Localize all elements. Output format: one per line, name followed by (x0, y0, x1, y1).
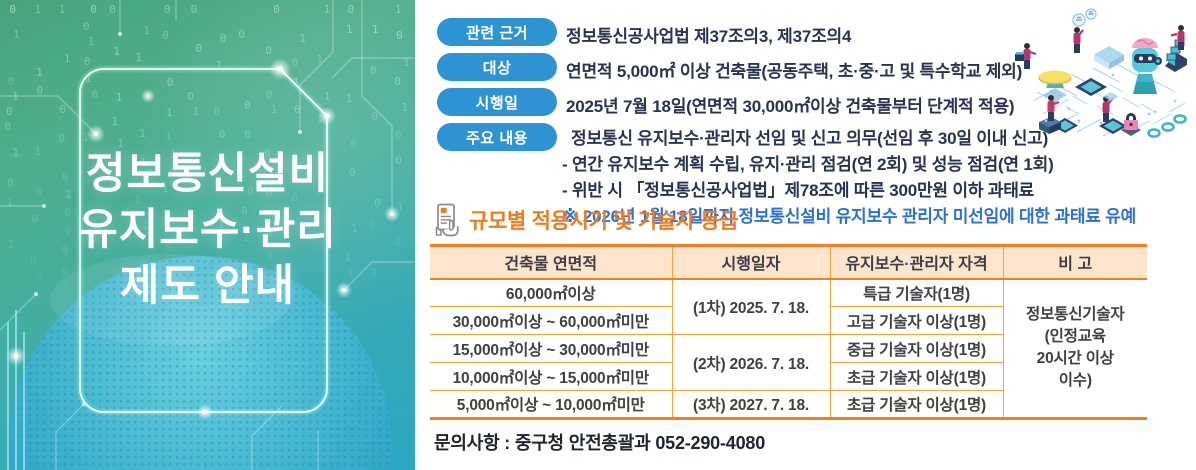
main-line: - 위반 시 「정보통신공사업법」제78조에 따른 300만원 이하 과태료 (562, 181, 1035, 200)
circuit-traces (0, 0, 415, 470)
panel-title-line: 유지보수·관리 (78, 206, 337, 254)
info-label-pill: 주요 내용 (437, 123, 557, 151)
header-date: 시행일자 (671, 244, 830, 280)
info-label-pill: 관련 근거 (437, 18, 557, 46)
info-row-main-content: 주요 내용 정보통신 유지보수·관리자 선임 및 신고 의무(선임 후 30일 … (437, 123, 1136, 230)
chip-icon (1052, 46, 1127, 134)
robot-icon (1132, 38, 1162, 94)
chat-bubbles-icon (1072, 8, 1097, 27)
sim-card-outline (76, 65, 331, 416)
section-header: 규모별 적용시기 및 기술자 등급 (430, 203, 739, 237)
document-hand-icon (435, 203, 459, 237)
data-bowl-icon (1038, 70, 1072, 102)
remark-line: (인정교육 (1044, 328, 1106, 346)
table-row: 15,000㎡이상 ~ 30,000㎡미만 (2차) 2026. 7. 18. … (430, 334, 1147, 391)
remark-line: 정보통신기술자 (1026, 306, 1125, 324)
header-remark: 비 고 (1002, 244, 1147, 280)
section-title: 규모별 적용시기 및 기술자 등급 (469, 210, 739, 233)
remark-line: 이수) (1058, 372, 1092, 390)
cell-area: 30,000㎡이상 ~ 60,000㎡미만 (430, 306, 672, 335)
cell-area: 10,000㎡이상 ~ 15,000㎡미만 (430, 362, 672, 391)
table-header-row: 건축물 연면적 시행일자 유지보수·관리자 자격 비 고 (430, 244, 1147, 280)
cell-grade: 중급 기술자 이상(1명) (829, 334, 1003, 363)
main-line: 정보통신 유지보수·관리자 선임 및 신고 의무(선임 후 30일 이내 신고) (571, 129, 1049, 148)
remark-line: 20시간 이상 (1036, 350, 1114, 368)
cell-area: 15,000㎡이상 ~ 30,000㎡미만 (430, 334, 672, 363)
info-row-target: 대상 연면적 5,000㎡ 이상 건축물(공동주택, 초·중·고 및 특수학교 … (437, 53, 1136, 82)
cell-date: (2차) 2026. 7. 18. (671, 334, 830, 391)
panel-title-line: 제도 안내 (119, 262, 296, 310)
info-text: 정보통신공사업법 제37조의3, 제37조의4 (566, 27, 852, 46)
spec-table: 건축물 연면적 시행일자 유지보수·관리자 자격 비 고 60,000㎡이상 (… (430, 244, 1147, 420)
info-section: 관련 근거 정보통신공사업법 제37조의3, 제37조의4 대상 연면적 5,0… (437, 18, 1136, 236)
cell-date: (3차) 2027. 7. 18. (671, 390, 830, 419)
cell-area: 5,000㎡이상 ~ 10,000㎡미만 (456, 397, 645, 414)
info-text: 연면적 5,000㎡ 이상 건축물(공동주택, 초·중·고 및 특수학교 제외) (566, 62, 1023, 81)
glow-dots (6, 58, 400, 420)
panel-title: 정보통신설비 유지보수·관리 제도 안내 (0, 146, 415, 314)
content-area: 관련 근거 정보통신공사업법 제37조의3, 제37조의4 대상 연면적 5,0… (415, 0, 1196, 470)
info-row-effective-date: 시행일 2025년 7월 18일(연면적 30,000㎡이상 건축물부터 단계적… (437, 88, 1136, 117)
people-figures (1015, 25, 1185, 122)
table-row: 5,000㎡이상 ~ 10,000㎡미만 (3차) 2027. 7. 18. 초… (430, 390, 1147, 419)
info-label-pill: 시행일 (437, 88, 557, 116)
table-row: 10,000㎡이상 ~ 15,000㎡미만 초급 기술자 이상(1명) (430, 362, 1147, 391)
info-label-pill: 대상 (437, 53, 557, 81)
info-text: 2025년 7월 18일(연면적 30,000㎡이상 건축물부터 단계적 적용) (566, 97, 1015, 116)
header-area: 건축물 연면적 (430, 244, 672, 280)
globe (8, 254, 392, 470)
cell-grade: 특급 기술자(1명) (829, 278, 1003, 307)
header-grade: 유지보수·관리자 자격 (829, 244, 1003, 280)
cell-remark: 정보통신기술자 (인정교육 20시간 이상 이수) (1002, 278, 1147, 419)
coins-icon (1147, 114, 1187, 138)
circuit-pattern (0, 0, 415, 470)
panel-title-line: 정보통신설비 (85, 150, 330, 198)
tech-illustration (1015, 8, 1187, 138)
cell-grade: 초급 기술자 이상(1명) (829, 362, 1003, 391)
grace-period-note: ※ 2026년 1월 18일까지 정보통신설비 유지보수 관리자 미선임에 대한… (562, 207, 1137, 226)
table-row: 60,000㎡이상 (1차) 2025. 7. 18. 특급 기술자(1명) 정… (430, 278, 1147, 419)
info-row-basis: 관련 근거 정보통신공사업법 제37조의3, 제37조의4 (437, 18, 1136, 47)
main-line: - 연간 유지보수 계획 수립, 유지·관리 점검(연 2회) 및 성능 점검(… (562, 155, 1054, 174)
lock-icon (1121, 113, 1141, 136)
footer-contact: 문의사항 : 중구청 안전총괄과 052-290-4080 (434, 433, 766, 453)
cell-grade: 초급 기술자 이상(1명) (829, 390, 1003, 419)
cell-grade: 고급 기술자 이상(1명) (829, 306, 1003, 335)
table-row: 30,000㎡이상 ~ 60,000㎡미만 고급 기술자 이상(1명) (430, 306, 1147, 335)
main-content-lines: 정보통신 유지보수·관리자 선임 및 신고 의무(선임 후 30일 이내 신고)… (562, 123, 1136, 230)
cell-date: (1차) 2025. 7. 18. (671, 278, 830, 335)
cell-area: 60,000㎡이상 (430, 278, 672, 307)
